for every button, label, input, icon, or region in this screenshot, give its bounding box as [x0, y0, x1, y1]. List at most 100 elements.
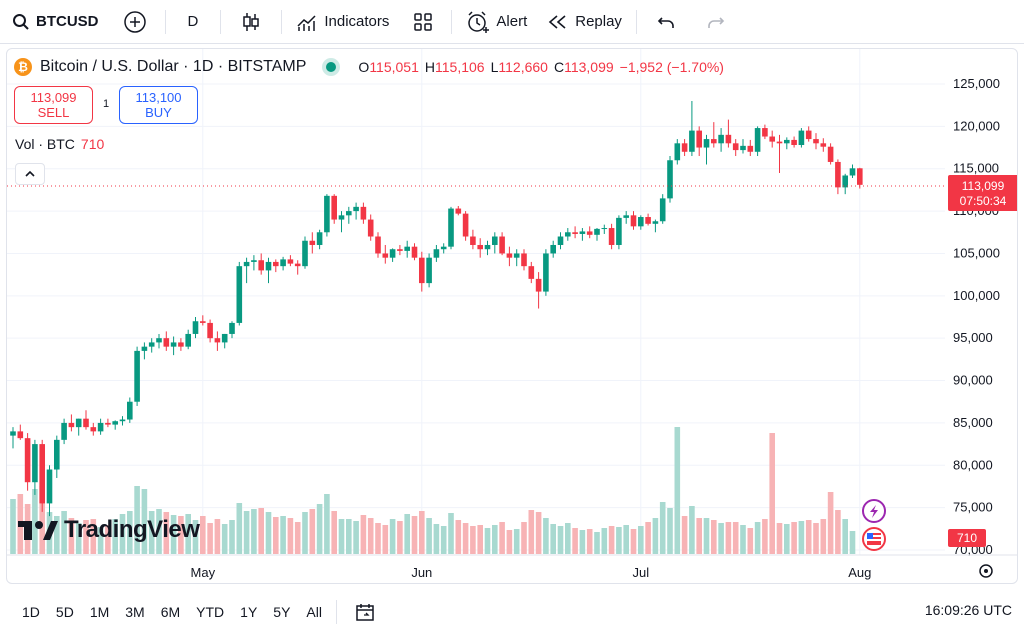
volume-bar [411, 516, 418, 554]
volume-bar [630, 529, 637, 554]
candle [484, 240, 491, 256]
candle [535, 272, 542, 309]
volume-bar [251, 509, 257, 554]
range-5d-button[interactable]: 5D [55, 603, 74, 620]
events-button[interactable] [862, 499, 886, 523]
interval-button[interactable]: D [170, 0, 217, 44]
candle [156, 333, 162, 349]
candle [835, 159, 841, 195]
redo-button[interactable] [691, 0, 741, 44]
volume-bar [827, 492, 834, 554]
symbol-description[interactable]: Bitcoin / U.S. Dollar · 1D · BITSTAMP [40, 58, 307, 75]
candle-body [287, 259, 294, 264]
time-axis[interactable]: May Jun Jul Aug [191, 565, 872, 580]
candle [499, 232, 505, 256]
symbol-search[interactable]: BTCUSD [0, 0, 109, 44]
bottom-toolbar: 1D 5D 1M 3M 6M YTD 1Y 5Y All 16:09:26 UTC [0, 588, 1024, 635]
candle [236, 261, 243, 326]
candle [849, 164, 856, 179]
price-tick-label: 125,000 [953, 76, 1000, 91]
candle-body [798, 130, 805, 146]
candle [565, 228, 571, 241]
volume-bar [229, 520, 235, 554]
market-status-dot[interactable] [326, 62, 337, 72]
candle-body [440, 246, 447, 250]
candle [528, 261, 535, 284]
candle-body [68, 422, 75, 428]
candle-body [375, 236, 381, 254]
candle-body [309, 240, 316, 245]
time-tick-label: Jun [411, 565, 432, 580]
range-1y-button[interactable]: 1Y [240, 603, 258, 620]
candle [703, 134, 710, 165]
indicators-button[interactable]: Indicators [286, 0, 399, 44]
volume-bar [769, 433, 775, 554]
candle [798, 128, 805, 148]
volume-legend[interactable]: Vol · BTC 710 [15, 136, 104, 152]
candle-body [477, 244, 483, 250]
candle-body [200, 321, 206, 323]
undo-button[interactable] [641, 0, 691, 44]
candle [630, 211, 637, 230]
economic-events-button[interactable] [862, 527, 886, 551]
candle [229, 321, 235, 339]
time-axis-settings-button[interactable] [979, 564, 993, 578]
volume-bar [287, 518, 294, 554]
candle-body [156, 338, 162, 343]
buy-button[interactable]: 113,100 BUY [119, 86, 198, 124]
range-6m-button[interactable]: 6M [160, 603, 181, 620]
go-to-date-button[interactable] [341, 590, 391, 634]
range-all-button[interactable]: All [306, 603, 322, 620]
toolbar-divider [635, 9, 637, 34]
volume-bar [382, 525, 389, 554]
volume-bar [32, 489, 38, 554]
candle [827, 143, 834, 165]
volume-bar [243, 511, 250, 554]
price-tick-label: 115,000 [953, 161, 999, 176]
replay-button[interactable]: Replay [537, 0, 632, 44]
price-axis[interactable]: 125,000120,000115,000110,000105,000100,0… [953, 76, 1000, 557]
range-5y-button[interactable]: 5Y [273, 603, 291, 620]
volume-bar [820, 519, 827, 554]
layouts-button[interactable] [399, 0, 447, 44]
volume-bar [791, 522, 797, 554]
candle [638, 215, 644, 230]
chart-type-button[interactable] [225, 0, 277, 44]
volume-bar [594, 532, 600, 554]
close-key: C [553, 59, 565, 75]
range-3m-button[interactable]: 3M [125, 603, 145, 620]
volume-label: Vol · BTC [15, 136, 75, 152]
candle-body [455, 208, 462, 214]
toolbar-divider [335, 599, 337, 624]
range-1d-button[interactable]: 1D [22, 603, 40, 620]
collapse-legend-button[interactable] [15, 163, 45, 185]
volume-bar [513, 529, 520, 554]
candle-body [857, 168, 863, 185]
sell-button[interactable]: 113,099 SELL [14, 86, 93, 124]
candle-body [353, 206, 359, 212]
change-value: −1,952 (−1.70%) [619, 59, 724, 75]
low-value: 112,660 [498, 59, 548, 75]
candle [426, 253, 432, 288]
range-1m-button[interactable]: 1M [89, 603, 110, 620]
candle-body [141, 346, 148, 351]
tradingview-logo[interactable]: TradingView [18, 516, 200, 544]
price-chart[interactable]: 125,000120,000115,000110,000105,000100,0… [7, 49, 1018, 584]
compare-button[interactable] [109, 0, 161, 44]
chart-pane[interactable]: 125,000120,000115,000110,000105,000100,0… [6, 48, 1018, 584]
candles-icon [241, 11, 261, 33]
candle [346, 206, 352, 224]
candle [820, 138, 827, 152]
candle-body [820, 143, 827, 147]
range-ytd-button[interactable]: YTD [196, 603, 225, 620]
candle [601, 224, 608, 234]
candle [382, 244, 389, 264]
utc-clock[interactable]: 16:09:26 UTC [924, 602, 1012, 618]
volume-bar [579, 530, 586, 554]
volume-bar [586, 529, 593, 554]
alert-button[interactable]: Alert [456, 0, 537, 44]
candle-body [667, 160, 673, 199]
candle-body [448, 208, 454, 247]
candle [579, 228, 586, 241]
price-tick-label: 75,000 [953, 500, 993, 515]
